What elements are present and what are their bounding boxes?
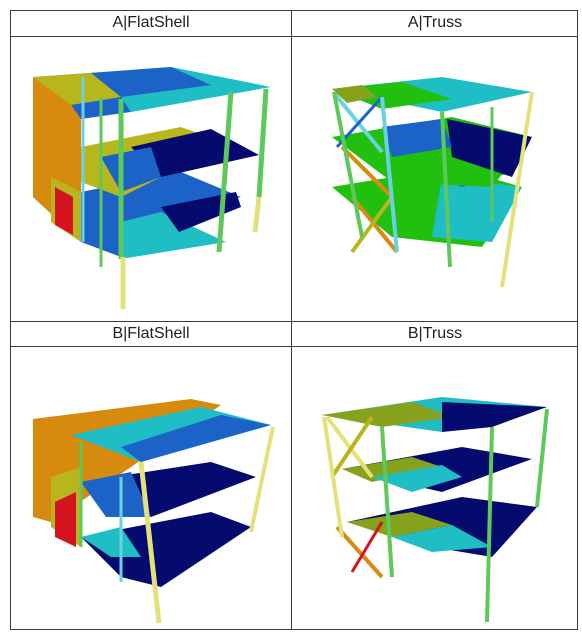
row-divider — [11, 36, 577, 37]
column — [322, 416, 344, 538]
figure-b-truss — [292, 347, 578, 631]
cell-title-b-truss: B|Truss — [407, 325, 463, 342]
row-divider — [11, 346, 577, 347]
figure-b-flatshell — [11, 347, 291, 631]
slab-roof-left — [33, 73, 121, 105]
figure-a-truss — [292, 37, 578, 321]
column — [138, 461, 162, 624]
column — [216, 91, 234, 253]
slab-level-1-cyan — [392, 525, 492, 552]
column — [380, 96, 399, 253]
slab-roof-olive — [332, 85, 377, 103]
column — [252, 196, 262, 233]
brace — [325, 415, 374, 479]
brace — [330, 415, 374, 479]
brace — [340, 145, 394, 199]
column — [380, 426, 394, 578]
row-divider — [11, 321, 577, 322]
slab-level-2-cyan — [372, 465, 462, 492]
cell-title-a-flatshell: A|FlatShell — [112, 14, 190, 31]
slab-level-1-front — [121, 212, 226, 259]
slab-level-2-right — [447, 119, 532, 177]
brace — [350, 195, 399, 254]
cell-title-b-flatshell: B|FlatShell — [112, 325, 190, 342]
slab-level-2-olive — [342, 457, 442, 482]
slab-roof-blue — [121, 415, 271, 462]
brace — [350, 195, 394, 254]
slab-level-1-right — [432, 177, 522, 242]
shear-wall-red — [55, 492, 76, 547]
slab-roof-mid — [91, 67, 211, 97]
slab-level-2-blue — [101, 147, 161, 192]
slab-roof-navy — [442, 402, 547, 432]
column-divider — [291, 11, 292, 629]
column — [256, 88, 269, 198]
brace — [350, 521, 384, 573]
slab-level-2-blue — [382, 119, 452, 157]
column — [332, 91, 364, 238]
column — [485, 426, 494, 623]
slab-level-2-blue — [81, 472, 151, 517]
slab-roof-olive — [322, 402, 452, 427]
cell-title-a-truss: A|Truss — [407, 14, 463, 31]
brace — [335, 525, 384, 579]
comparison-table: A|FlatShell A|Truss B|FlatShell B|Truss — [10, 10, 578, 630]
slab-level-1-cyan — [81, 527, 141, 557]
column — [249, 426, 275, 533]
figure-a-flatshell — [11, 37, 291, 321]
column — [500, 91, 534, 288]
column — [440, 111, 452, 268]
shear-wall-red — [55, 187, 73, 235]
column — [535, 408, 549, 508]
slab-level-1-olive — [347, 512, 452, 537]
